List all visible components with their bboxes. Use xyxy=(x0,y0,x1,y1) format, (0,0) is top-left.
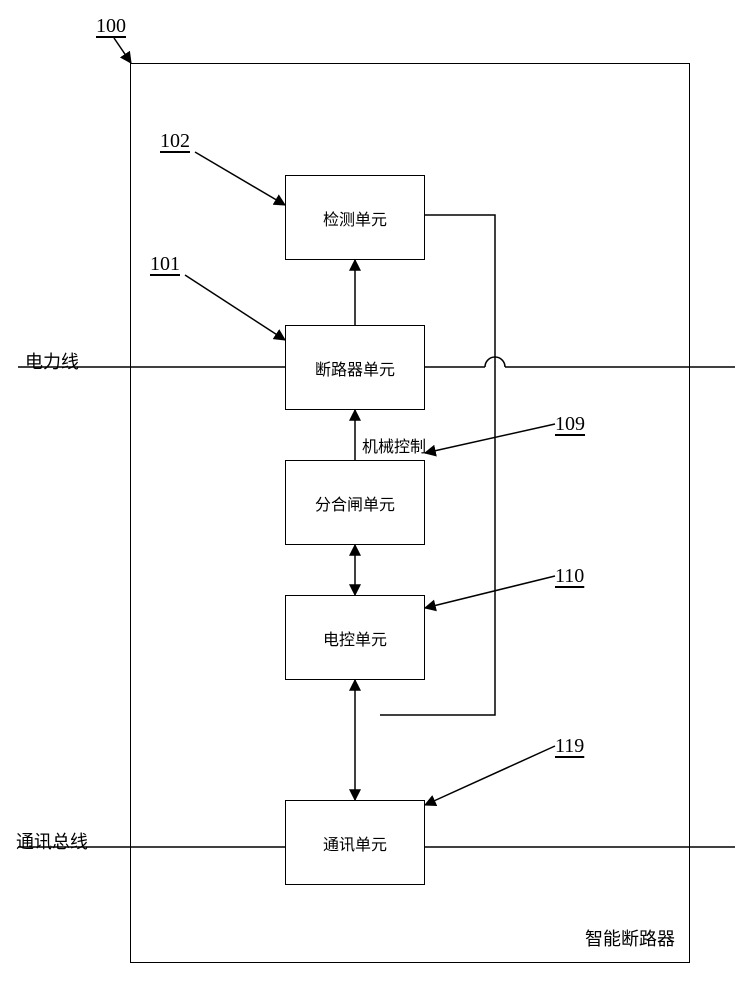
ref-100: 100 xyxy=(96,15,126,38)
node-detect: 检测单元 xyxy=(285,175,425,260)
node-breaker-label: 断路器单元 xyxy=(315,356,395,380)
ref-109: 109 xyxy=(555,413,585,436)
node-comm: 通讯单元 xyxy=(285,800,425,885)
ref-102: 102 xyxy=(160,130,190,153)
power-line-label: 电力线 xyxy=(25,348,79,374)
ref-110: 110 xyxy=(555,565,584,588)
ref-101: 101 xyxy=(150,253,180,276)
mech-ctrl-label: 机械控制 xyxy=(362,433,426,457)
node-switch: 分合闸单元 xyxy=(285,460,425,545)
node-comm-label: 通讯单元 xyxy=(323,831,387,855)
node-ectrl-label: 电控单元 xyxy=(323,626,387,650)
comm-bus-label: 通讯总线 xyxy=(16,828,88,854)
outer-box-label: 智能断路器 xyxy=(585,925,675,951)
node-ectrl: 电控单元 xyxy=(285,595,425,680)
node-switch-label: 分合闸单元 xyxy=(315,491,395,515)
node-breaker: 断路器单元 xyxy=(285,325,425,410)
ref-119: 119 xyxy=(555,735,584,758)
ptr-100 xyxy=(114,38,131,63)
diagram-stage: 100 102 101 109 110 119 电力线 通讯总线 机械控制 智能… xyxy=(0,0,745,1000)
node-detect-label: 检测单元 xyxy=(323,206,387,230)
